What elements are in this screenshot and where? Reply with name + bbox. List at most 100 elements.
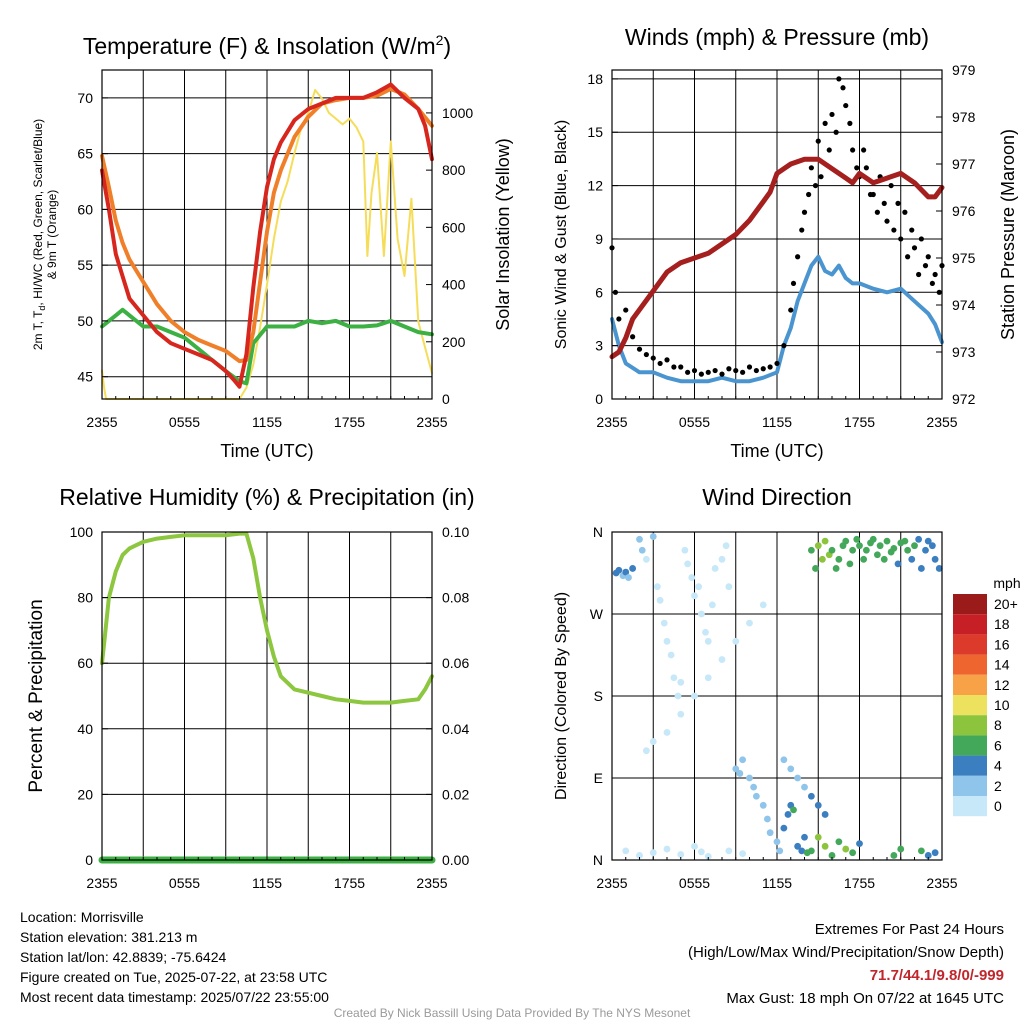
x-tick-label: 1155: [252, 414, 282, 430]
direction-point: [732, 637, 740, 645]
gust-point: [719, 371, 725, 377]
x-tick-label: 2355: [86, 875, 117, 891]
direction-point: [677, 678, 685, 686]
gust-point: [905, 254, 911, 260]
legend-swatch: [953, 755, 987, 776]
gust-point: [884, 218, 890, 224]
y-tick-label: 60: [77, 201, 93, 217]
direction-point: [794, 774, 802, 782]
direction-point: [622, 568, 630, 576]
direction-point: [873, 551, 881, 559]
x-tick-label: 1755: [334, 414, 365, 430]
direction-point: [931, 849, 939, 857]
direction-point: [684, 560, 692, 568]
extremes-values: 71.7/44.1/9.8/0/-999: [869, 967, 1004, 984]
direction-point: [842, 845, 850, 853]
gust-point: [657, 360, 663, 367]
gust-point: [650, 355, 656, 361]
direction-point: [814, 801, 822, 809]
y-axis-label: Direction (Colored By Speed): [553, 592, 570, 800]
gust-point: [918, 236, 924, 242]
gust-point: [691, 367, 698, 374]
direction-point: [835, 555, 843, 563]
gust-point: [799, 227, 805, 233]
gust-point: [895, 200, 901, 206]
gust-point: [636, 346, 643, 352]
direction-point: [695, 583, 703, 591]
y-axis-label: 2m T, Td, HI/WC (Red, Green, Scarlet/Blu…: [31, 119, 47, 350]
direction-point: [849, 849, 857, 857]
gust-point: [850, 147, 856, 153]
direction-point: [846, 560, 854, 568]
direction-point: [801, 783, 808, 791]
gust-point: [685, 369, 691, 375]
gust-point: [698, 371, 704, 377]
panel-2: 0 3 6 9 12 15 18 972 973 974 975 976 977 978 979 2355 05…: [553, 24, 1018, 461]
direction-point: [642, 747, 650, 755]
direction-point: [702, 628, 709, 636]
legend-swatch: [953, 695, 987, 716]
legend-label: 16: [994, 636, 1010, 652]
direction-point: [814, 833, 822, 841]
y-tick-label: 0: [85, 852, 93, 868]
direction-point: [917, 847, 925, 855]
panel-4: N E S W N 2355 0555 1155 1755 2355 Wind Direction D…: [553, 484, 1021, 891]
direction-point: [711, 565, 719, 572]
direction-point: [667, 651, 675, 659]
credit-line: Created By Nick Bassill Using Data Provi…: [333, 1006, 691, 1020]
extremes-max-gust: Max Gust: 18 mph On 07/22 at 1645 UTC: [726, 990, 1004, 1007]
legend-label: 4: [994, 758, 1002, 774]
direction-point: [814, 542, 822, 550]
legend-swatch: [953, 775, 987, 796]
gust-point: [760, 366, 766, 372]
direction-point: [704, 637, 712, 645]
gust-point: [740, 369, 746, 375]
y-tick-label: W: [590, 606, 604, 622]
direction-point: [798, 847, 806, 855]
direction-point: [818, 555, 826, 563]
gust-point: [829, 111, 835, 118]
y2-tick-label: 0.08: [442, 590, 469, 606]
y-axis-label: Sonic Wind & Gust (Blue, Black): [553, 120, 570, 349]
y-tick-label: 60: [77, 655, 93, 671]
y-tick-label: 20: [77, 786, 93, 802]
x-axis-label: Time (UTC): [730, 441, 823, 461]
y2-tick-label: 600: [442, 219, 466, 235]
direction-point: [828, 546, 836, 554]
y-tick-label: 9: [595, 231, 603, 247]
direction-point: [897, 845, 905, 853]
chart-title: Relative Humidity (%) & Precipitation (i…: [59, 484, 474, 510]
gust-point: [815, 138, 821, 144]
direction-point: [746, 619, 753, 627]
y-tick-label: 45: [77, 369, 93, 385]
station-info: Location: Morrisville Station elevation:…: [20, 907, 329, 1007]
direction-point: [663, 729, 671, 736]
y2-tick-label: 977: [952, 156, 976, 172]
info-elevation: Station elevation: 381.213 m: [20, 929, 198, 945]
panel-3: 0 20 40 60 80 100 0.00 0.02 0.04 0.06 0.08 0.10 2355…: [26, 484, 475, 891]
gust-point: [753, 367, 759, 374]
direction-point: [677, 710, 685, 718]
direction-point: [759, 801, 767, 809]
gust-point: [916, 271, 922, 278]
series-pressure-line: [609, 156, 945, 360]
gust-point: [843, 102, 849, 109]
gust-point: [822, 120, 828, 126]
gust-point: [922, 263, 929, 269]
gust-point: [643, 351, 649, 358]
gust-point: [863, 165, 869, 171]
y-tick-label: 50: [77, 313, 93, 329]
y-tick-label: N: [593, 852, 603, 868]
gust-point: [678, 364, 684, 370]
direction-point: [732, 765, 740, 773]
legend-swatch: [953, 735, 987, 756]
gust-point: [874, 209, 880, 215]
direction-point: [821, 842, 829, 850]
y2-tick-label: 0.10: [442, 524, 469, 540]
direction-point: [636, 852, 643, 859]
series-2m-temp-line: [100, 82, 434, 389]
x-tick-label: 2355: [926, 414, 957, 430]
direction-point: [718, 555, 726, 563]
gust-point: [854, 165, 860, 171]
gust-point: [726, 366, 732, 372]
